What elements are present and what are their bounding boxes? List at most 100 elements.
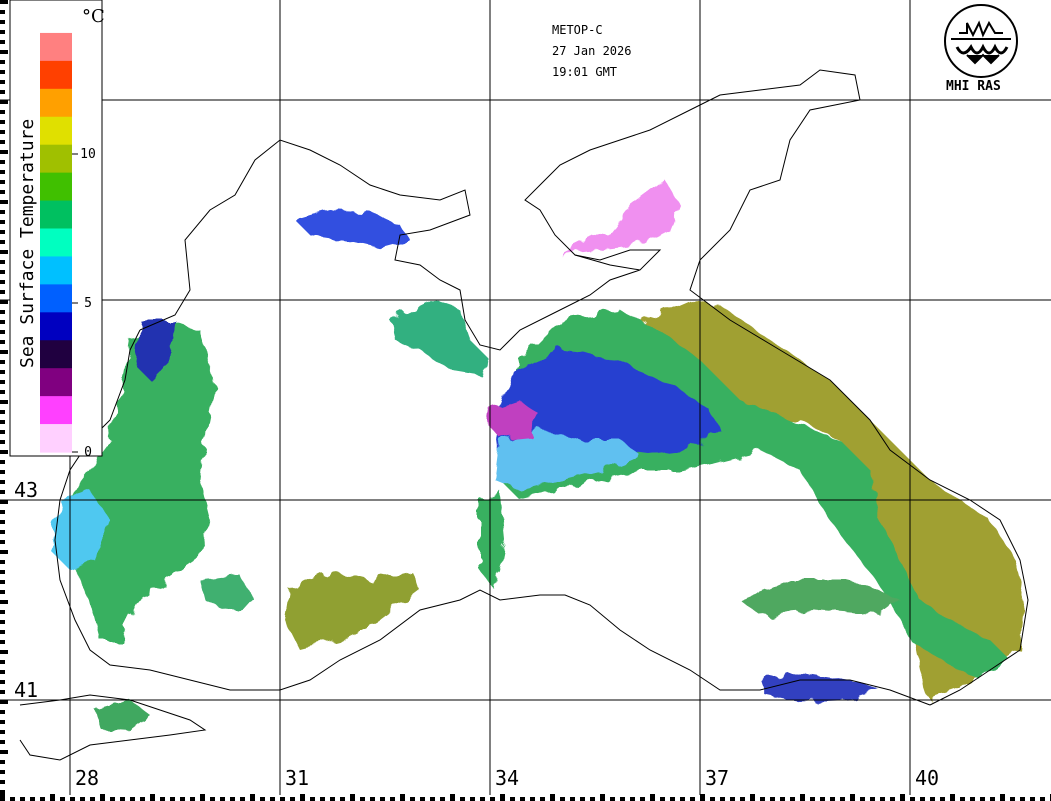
ruler-tick — [0, 240, 5, 244]
ruler-tick — [40, 797, 45, 801]
ruler-tick — [420, 797, 425, 801]
ruler-tick — [700, 794, 705, 801]
ruler-tick — [640, 797, 645, 801]
ruler-tick — [490, 797, 495, 801]
ruler-tick — [60, 797, 65, 801]
sst-patch-northwest — [295, 210, 410, 248]
ruler-tick — [740, 797, 745, 801]
lat-label-43: 43 — [14, 478, 38, 502]
sst-data-layer — [50, 180, 1025, 730]
logo-text: MHI RAS — [946, 79, 1001, 94]
ruler-tick — [440, 797, 445, 801]
ruler-tick — [160, 797, 165, 801]
ruler-tick — [0, 794, 5, 801]
ruler-tick — [0, 510, 5, 514]
ruler-tick — [0, 680, 5, 684]
sst-patch-marmara — [95, 700, 150, 730]
colorbar-swatch — [40, 424, 72, 453]
ruler-tick — [0, 380, 5, 384]
ruler-tick — [0, 200, 8, 204]
ruler-tick — [370, 797, 375, 801]
ruler-tick — [0, 140, 5, 144]
colorbar-swatch — [40, 368, 72, 397]
sst-patch-magenta — [488, 400, 540, 438]
ruler-tick — [540, 797, 545, 801]
ruler-tick — [500, 794, 505, 801]
colorbar-strip — [40, 5, 72, 453]
ruler-tick — [90, 797, 95, 801]
ruler-tick — [0, 570, 5, 574]
ruler-tick — [0, 690, 5, 694]
latitude-ruler — [0, 0, 8, 794]
ruler-tick — [0, 600, 8, 604]
ruler-tick — [870, 797, 875, 801]
pass-date: 27 Jan 2026 — [552, 44, 632, 58]
lat-label-41: 41 — [14, 678, 38, 702]
mhi-wave-logo-icon — [944, 4, 1018, 78]
ruler-tick — [0, 660, 5, 664]
ruler-tick — [0, 550, 8, 554]
ruler-tick — [80, 797, 85, 801]
ruler-tick — [670, 797, 675, 801]
ruler-tick — [660, 797, 665, 801]
ruler-tick — [510, 797, 515, 801]
ruler-tick — [70, 797, 75, 801]
coastline-north — [139, 69, 1029, 706]
ruler-tick — [170, 797, 175, 801]
satellite-name: METOP-C — [552, 23, 603, 37]
ruler-tick — [480, 797, 485, 801]
ruler-tick — [710, 797, 715, 801]
lon-label-40: 40 — [915, 766, 939, 790]
ruler-tick — [0, 400, 8, 404]
ruler-tick — [410, 797, 415, 801]
colorbar-swatch — [40, 256, 72, 285]
ruler-tick — [0, 310, 5, 314]
ruler-tick — [20, 797, 25, 801]
ruler-tick — [400, 794, 405, 801]
ruler-tick — [940, 797, 945, 801]
ruler-tick — [0, 530, 5, 534]
ruler-tick — [300, 794, 305, 801]
ruler-tick — [0, 170, 5, 174]
ruler-tick — [0, 450, 8, 454]
ruler-tick — [0, 750, 8, 754]
ruler-tick — [50, 794, 55, 801]
sst-patch-west-cold — [135, 320, 175, 380]
ruler-tick — [0, 320, 5, 324]
ruler-tick — [0, 220, 5, 224]
ruler-tick — [1010, 797, 1015, 801]
ruler-tick — [570, 797, 575, 801]
ruler-tick — [0, 280, 5, 284]
ruler-tick — [520, 797, 525, 801]
ruler-tick — [830, 797, 835, 801]
ruler-tick — [140, 797, 145, 801]
ruler-tick — [0, 50, 8, 54]
pass-info: METOP-C 27 Jan 2026 19:01 GMT — [552, 20, 631, 83]
ruler-tick — [0, 420, 5, 424]
colorbar: 0 5 10 °C Sea Surface Temperature — [9, 0, 105, 460]
sst-patch-south-3 — [760, 672, 880, 702]
ruler-tick — [460, 797, 465, 801]
ruler-tick — [0, 460, 5, 464]
ruler-tick — [110, 797, 115, 801]
ruler-tick — [910, 797, 915, 801]
ruler-tick — [0, 70, 5, 74]
ruler-tick — [960, 797, 965, 801]
ruler-tick — [350, 794, 355, 801]
ruler-tick — [10, 797, 15, 801]
ruler-tick — [1030, 797, 1035, 801]
ruler-tick — [750, 794, 755, 801]
colorbar-swatch — [40, 200, 72, 230]
ruler-tick — [880, 797, 885, 801]
colorbar-swatch — [40, 172, 72, 202]
ruler-tick — [790, 797, 795, 801]
ruler-tick — [980, 797, 985, 801]
colorbar-swatch — [40, 60, 72, 90]
ruler-tick — [0, 110, 5, 114]
ruler-tick — [730, 797, 735, 801]
ruler-tick — [0, 160, 5, 164]
ruler-tick — [0, 10, 5, 14]
sst-patch-azov — [560, 180, 680, 255]
ruler-tick — [0, 250, 8, 254]
